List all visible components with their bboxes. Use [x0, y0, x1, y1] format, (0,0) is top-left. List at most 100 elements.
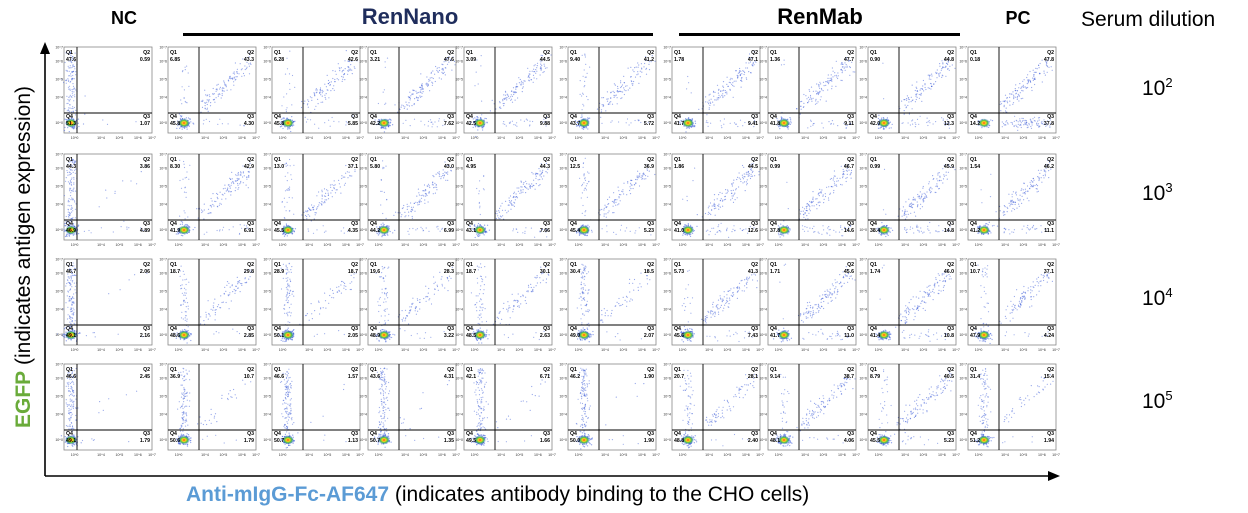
panel-r1-c6-dot-q2	[749, 177, 752, 180]
panel-r0-c2-dot-q2	[307, 106, 309, 108]
panel-r1-c5-dot-q4	[590, 229, 593, 232]
panel-r0-c8-dot-q2	[901, 100, 903, 102]
panel-r0-c7-dot-q2	[827, 80, 829, 82]
panel-r0-c3-dot-q2	[402, 105, 405, 107]
panel-r0-c2-label-q1: Q1	[274, 50, 281, 56]
panel-r0-c5-dot-q3	[625, 122, 627, 124]
panel-r1-c1-dot-q2	[225, 190, 227, 192]
panel-r1-c3-dot-q2	[423, 184, 426, 186]
panel-r0-c0-dot-q1	[73, 65, 75, 67]
panel-r0-c1-dot-q2	[243, 75, 245, 77]
panel-r0-c7-dot-q2	[832, 76, 834, 78]
panel-r1-c6-dot-q2	[713, 204, 716, 206]
panel-r0-c2-dot-q1	[286, 57, 288, 59]
panel-r1-c6-y-tick: 10^5	[663, 184, 671, 188]
panel-r0-c3-dot-q3	[427, 125, 429, 127]
panel-r1-c2-dot-q3	[322, 225, 324, 227]
panel-r0-c6-dot-q2	[712, 91, 715, 93]
panel-r0-c3-dot-q2	[407, 96, 409, 98]
panel-r1-c7-dot-q2	[830, 186, 832, 188]
panel-r0-c9-dot-q3	[1039, 125, 1041, 127]
panel-r1-c2-y-tick: 10^6	[263, 166, 271, 170]
panel-r0-c1-dot-q2	[201, 106, 204, 108]
panel-r0-c1-dot-q1	[183, 97, 185, 99]
panel-r0-c4-y-tick: 10^5	[455, 77, 463, 81]
panel-r1-c5-dot-q1	[585, 189, 588, 191]
panel-r0-c7-dot-q1	[783, 59, 785, 61]
panel-r0-c8-dot-q4	[880, 117, 883, 119]
panel-r0-c4-dot-q2	[528, 75, 530, 77]
panel-r0-c3-dot-q2	[412, 89, 414, 91]
panel-r1-c5-dot-q4	[582, 224, 584, 226]
panel-r0-c8-dot-q3	[927, 121, 929, 123]
panel-r0-c1-x-tick: 10^5	[220, 136, 228, 140]
panel-r0-c0-dot-q1	[72, 94, 74, 96]
panel-r0-c8-value-q3: 12.3	[944, 121, 954, 127]
panel-r0-c1-dot-q2	[225, 84, 227, 86]
panel-r1-c0-dot-q1	[69, 188, 71, 191]
panel-r0-c9-dot-q2	[1023, 79, 1025, 81]
panel-r0-c1-dot-q2	[208, 99, 210, 101]
panel-r0-c0-y-tick: 10^7	[55, 46, 63, 50]
panel-r1-c2-dot-q2	[327, 194, 329, 196]
panel-r1-c1-value-q3: 6.91	[244, 228, 254, 234]
panel-r1-c3-dot-q2	[418, 192, 420, 194]
panel-r0-c7-dot-q2	[831, 79, 833, 81]
panel-r1-c3-dot-q3	[421, 228, 423, 230]
panel-r1-c4-dot-q2	[539, 178, 541, 181]
panel-r1-c2-dot-q3	[316, 229, 318, 231]
panel-r1-c5-dot-q2	[613, 201, 615, 203]
panel-r0-c8-y-tick: 10^4	[859, 95, 867, 99]
panel-r0-c7-dot-q2	[812, 97, 814, 99]
panel-r0-c1-x-tick: 10^7	[252, 136, 260, 140]
panel-r0-c6-dot-q3	[735, 123, 737, 125]
panel-r0-c8-dot-q3	[907, 122, 909, 124]
panel-r1-c1-dot-q2	[247, 187, 249, 189]
panel-r0-c4-dot-q1	[477, 83, 479, 85]
panel-r0-c0-dot-q1	[71, 57, 74, 59]
panel-r0-c4-dot-q2	[531, 70, 533, 72]
panel-r1-c5-y-tick: 10^5	[559, 184, 567, 188]
panel-r0-c9-label-q3: Q3	[1047, 114, 1054, 120]
panel-r0-c9-dot-q2	[1034, 77, 1036, 79]
panel-r0-c4-dot-q2	[536, 78, 538, 80]
panel-r0-c1-dot-q2	[245, 68, 248, 70]
panel-r0-c4-dot-q2	[519, 78, 521, 81]
panel-r1-c2-dot-q2	[305, 210, 307, 212]
panel-r1-c2-dot-q2	[316, 207, 318, 209]
panel-r0-c2-dot-q2	[341, 75, 343, 78]
panel-r0-c4-dot-q2	[516, 83, 518, 85]
panel-r0-c8-dot-q2	[928, 76, 931, 78]
panel-r0-c9-dot-q3	[1024, 120, 1026, 122]
panel-r0-c2-dot-q1	[288, 73, 291, 75]
panel-r0-c4-dot-q3	[504, 123, 506, 125]
panel-r0-c7-dot-q2	[852, 71, 854, 73]
panel-r0-c6-dot-q2	[748, 71, 750, 73]
panel-r1-c1-dot-q4	[180, 234, 183, 237]
panel-r0-c3-dot-q2	[416, 92, 418, 94]
panel-r0-c9-dot-q3	[1033, 120, 1035, 122]
panel-r0-c6-dot-q2	[732, 84, 734, 87]
panel-r0-c4-dot-q2	[514, 99, 516, 101]
panel-r0-c5-dot-q2	[625, 85, 627, 87]
panel-r0-c1-dot-q2	[223, 80, 225, 82]
panel-r1-c4-dot-q2	[535, 175, 537, 177]
panel-r0-c2-dot-q2	[324, 83, 326, 85]
panel-r1-c3-dot-q2	[406, 206, 408, 208]
panel-r0-c4-dot-q2	[532, 81, 534, 83]
panel-r0-c3-x-tick: 10^4	[401, 136, 409, 140]
panel-r0-c2-dot-q2	[348, 68, 350, 70]
panel-r0-c1-dot-q2	[226, 89, 228, 91]
panel-r0-c3-dot-q2	[425, 83, 427, 85]
panel-r0-c2-dot-q2	[344, 68, 346, 70]
panel-r0-c3-value-q2: 47.6	[444, 57, 454, 63]
panel-r0-c3-dot-q2	[419, 95, 421, 97]
panel-r1-c6-dot-q2	[721, 200, 724, 202]
panel-r0-c5-dot-q2	[623, 89, 626, 91]
panel-r0-c4-x-tick: 10^0	[471, 136, 479, 140]
panel-r0-c8-dot-q2	[904, 104, 906, 106]
panel-r0-c4-dot-q2	[520, 80, 523, 82]
panel-r1-c3-dot-q2	[422, 194, 424, 196]
panel-r0-c0-dot-q1	[74, 88, 76, 90]
panel-r0-c3-dot-q2	[431, 81, 433, 83]
